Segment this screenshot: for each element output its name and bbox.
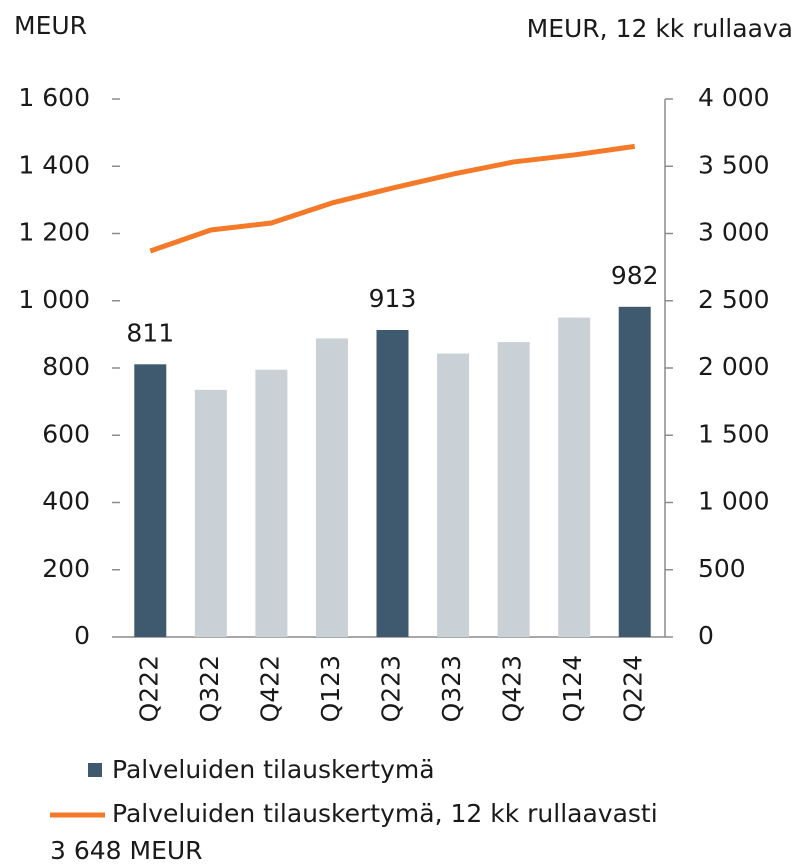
- y2-tick-label: 2 000: [698, 352, 770, 381]
- y-tick-label: 600: [42, 419, 90, 448]
- y-tick-label: 1 400: [18, 150, 90, 179]
- y2-tick-label: 0: [698, 621, 714, 650]
- legend-label: Palveluiden tilauskertymä, 12 kk rullaav…: [112, 799, 658, 828]
- legend-label: Palveluiden tilauskertymä: [112, 755, 435, 784]
- bar: [618, 306, 651, 637]
- bar: [497, 342, 530, 637]
- x-tick-label: Q123: [316, 655, 345, 722]
- y-tick-label: 1 000: [18, 285, 90, 314]
- x-tick-label: Q223: [377, 655, 406, 722]
- y-tick-label: 200: [42, 554, 90, 583]
- y2-tick-label: 3 000: [698, 218, 770, 247]
- line: [149, 143, 636, 254]
- y-tick-label: 1 200: [18, 218, 90, 247]
- bar: [437, 353, 470, 637]
- y2-tick-label: 3 500: [698, 150, 770, 179]
- y-tick-label: 400: [42, 487, 90, 516]
- x-tick-label: Q222: [134, 655, 163, 722]
- bar: [315, 338, 348, 637]
- y-tick-label: 1 600: [18, 83, 90, 112]
- data-label: 982: [611, 261, 659, 290]
- bar: [194, 389, 227, 637]
- y-axis-title: MEUR: [14, 11, 87, 40]
- y2-tick-label: 1 500: [698, 419, 770, 448]
- bar: [376, 330, 409, 637]
- y-tick-label: 800: [42, 352, 90, 381]
- data-label: 913: [369, 284, 417, 313]
- bar: [134, 364, 167, 637]
- y2-tick-label: 500: [698, 554, 746, 583]
- x-tick-label: Q124: [558, 655, 587, 722]
- x-tick-label: Q422: [255, 655, 284, 722]
- y2-tick-label: 2 500: [698, 285, 770, 314]
- y-tick-label: 0: [74, 621, 90, 650]
- legend-swatch: [88, 763, 102, 777]
- legend-note: 3 648 MEUR: [50, 836, 203, 865]
- y2-axis-title: MEUR, 12 kk rullaava: [527, 14, 793, 43]
- bar: [558, 317, 591, 637]
- x-tick-label: Q224: [619, 655, 648, 722]
- x-tick-label: Q323: [437, 655, 466, 722]
- x-tick-label: Q423: [498, 655, 527, 722]
- x-tick-label: Q322: [195, 655, 224, 722]
- data-label: 811: [126, 318, 174, 347]
- y2-tick-label: 1 000: [698, 487, 770, 516]
- y2-tick-label: 4 000: [698, 83, 770, 112]
- bar: [255, 369, 288, 637]
